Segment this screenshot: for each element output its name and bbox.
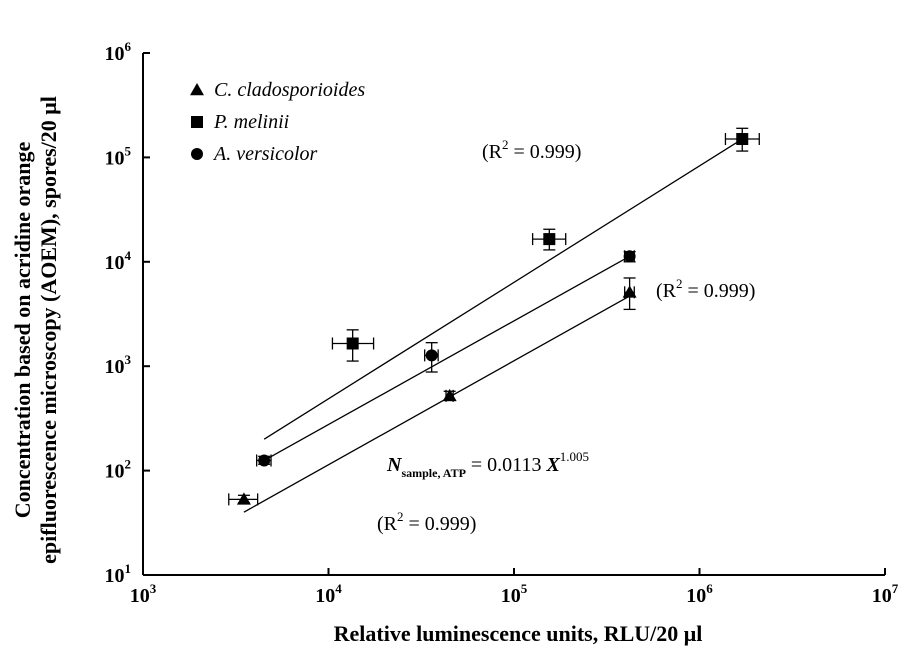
legend-item: A. versicolor (191, 143, 318, 165)
y-tick-label: 101 (105, 561, 132, 587)
square-marker (736, 133, 749, 146)
r2-label-versicolor: (R2 = 0.999) (377, 509, 476, 535)
circle-marker (191, 148, 203, 160)
x-tick-label: 104 (315, 581, 342, 607)
fit-lines (243, 138, 743, 513)
circle-marker (623, 250, 636, 263)
data-point (623, 250, 636, 263)
legend-item: P. melinii (191, 111, 289, 133)
y-tick-label: 102 (105, 457, 132, 483)
legend-label: A. versicolor (212, 143, 318, 165)
y-axis-title: Concentration based on acridine orange e… (10, 96, 61, 564)
triangle-marker (622, 285, 637, 298)
x-tick-label: 105 (501, 581, 528, 607)
legend-label: C. cladosporioides (214, 79, 365, 101)
x-tick-label: 107 (872, 581, 899, 607)
y-tick-label: 105 (105, 143, 132, 169)
data-point (228, 492, 259, 506)
data-point (331, 329, 375, 362)
fit-line (243, 295, 630, 513)
data-point (622, 277, 637, 311)
fit-line (263, 255, 630, 462)
square-marker (191, 116, 203, 128)
r2-label-melinii: (R2 = 0.999) (482, 137, 581, 163)
square-marker (543, 233, 556, 246)
data-point (256, 454, 272, 467)
circle-marker (258, 454, 271, 467)
legend-label: P. melinii (213, 111, 289, 133)
y-axis-title-line2: epifluorescence microscopy (AOEM), spore… (36, 96, 61, 564)
y-tick-label: 104 (105, 248, 132, 274)
triangle-marker (190, 83, 204, 96)
x-tick-label: 103 (130, 581, 157, 607)
data-points (228, 127, 760, 506)
y-tick-label: 103 (105, 352, 132, 378)
legend-item: C. cladosporioides (190, 79, 365, 101)
axes: 103 104 105 106 107 101 102 103 104 105 106 (105, 39, 899, 607)
r2-label-cladosporioides: (R2 = 0.999) (656, 276, 755, 302)
data-point (442, 388, 457, 402)
y-tick-label: 106 (105, 39, 132, 65)
regression-equation: Nsample, ATP = 0.0113 X1.005 (386, 449, 589, 480)
circle-marker (425, 349, 438, 362)
fit-line (263, 138, 743, 440)
y-axis-title-line1: Concentration based on acridine orange (10, 142, 35, 519)
legend: C. cladosporioides P. melinii A. versicolo… (190, 79, 365, 165)
x-tick-label: 106 (686, 581, 713, 607)
square-marker (346, 337, 359, 350)
data-point (424, 342, 439, 373)
data-point (531, 228, 567, 251)
data-point (724, 127, 760, 152)
triangle-marker (236, 492, 251, 505)
x-axis-title: Relative luminescence units, RLU/20 μl (334, 621, 703, 646)
triangle-marker (442, 388, 457, 402)
